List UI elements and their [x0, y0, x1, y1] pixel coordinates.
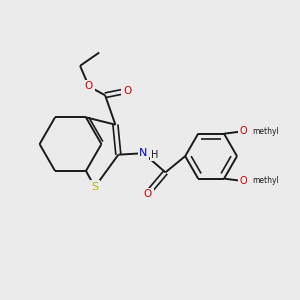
- Text: methyl: methyl: [253, 176, 279, 185]
- Text: O: O: [240, 126, 247, 136]
- Text: H: H: [151, 150, 159, 160]
- Text: methoxy: methoxy: [253, 176, 286, 185]
- Text: O: O: [240, 176, 247, 186]
- Text: O: O: [123, 86, 131, 96]
- Text: methoxy: methoxy: [253, 127, 286, 136]
- Text: methyl: methyl: [255, 127, 281, 136]
- Text: methyl: methyl: [253, 127, 279, 136]
- Text: methyl: methyl: [255, 176, 281, 185]
- Text: S: S: [91, 182, 98, 192]
- Text: O: O: [85, 81, 93, 92]
- Text: N: N: [139, 148, 148, 158]
- Text: methyl: methyl: [255, 176, 281, 185]
- Text: O: O: [144, 189, 152, 200]
- Text: methyl: methyl: [255, 127, 281, 136]
